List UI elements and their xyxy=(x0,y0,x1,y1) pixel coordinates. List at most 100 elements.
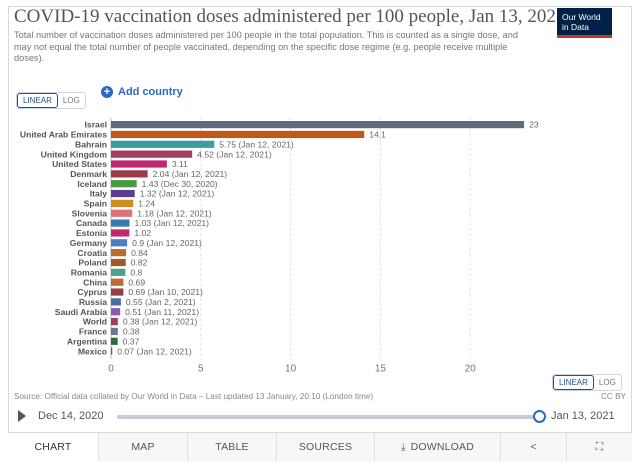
bar-layer: Israel 23 United Arab Emirates 14.1 Bahrain 5… xyxy=(20,120,539,357)
bar xyxy=(111,308,121,316)
tab-chart[interactable]: CHART xyxy=(8,433,99,461)
category-label: Denmark xyxy=(70,169,107,179)
tab-chart-label: CHART xyxy=(34,441,72,453)
download-icon: ⤓ xyxy=(400,441,406,453)
value-label: 4.52 (Jan 12, 2021) xyxy=(197,149,272,159)
bar xyxy=(111,130,365,139)
bar xyxy=(111,199,134,207)
timeline-track[interactable] xyxy=(117,415,541,419)
value-label: 1.24 xyxy=(138,199,155,209)
category-label: Russia xyxy=(79,297,107,307)
category-label: Slovenia xyxy=(72,208,108,218)
value-label: 1.03 (Jan 12, 2021) xyxy=(134,218,209,228)
value-label: 14.1 xyxy=(369,130,386,140)
category-label: Bahrain xyxy=(75,139,107,149)
category-label: Israel xyxy=(85,120,107,130)
value-label: 1.43 (Dec 30, 2020) xyxy=(142,179,218,189)
bar xyxy=(111,258,126,267)
bar xyxy=(111,239,128,247)
play-icon[interactable] xyxy=(18,410,26,422)
category-label: Argentina xyxy=(67,336,107,346)
bar xyxy=(111,189,135,198)
timeline-start-date: Dec 14, 2020 xyxy=(38,410,104,422)
category-label: Spain xyxy=(84,199,107,209)
category-label: Poland xyxy=(78,258,107,268)
bar xyxy=(111,288,124,296)
value-label: 5.75 (Jan 12, 2021) xyxy=(219,139,294,149)
tab-download[interactable]: ⤓ DOWNLOAD xyxy=(375,433,501,461)
bar xyxy=(111,268,126,276)
bar xyxy=(111,249,127,257)
value-label: 1.32 (Jan 12, 2021) xyxy=(140,189,215,199)
share-icon: < xyxy=(530,441,537,453)
bar xyxy=(111,219,130,227)
linear-scale-button[interactable]: LINEAR xyxy=(17,93,58,108)
bar xyxy=(111,229,130,237)
value-label: 0.37 xyxy=(123,336,140,346)
category-label: China xyxy=(83,277,107,287)
tab-sources[interactable]: SOURCES xyxy=(277,433,375,461)
category-label: Saudi Arabia xyxy=(55,307,107,317)
logo-line-1: Our World xyxy=(562,12,601,22)
scale-toggle-bottom[interactable]: LINEAR LOG xyxy=(552,374,622,391)
value-label: 0.69 (Jan 10, 2021) xyxy=(128,287,203,297)
value-label: 3.11 xyxy=(172,159,188,169)
chart-title: COVID-19 vaccination doses administered … xyxy=(14,6,566,27)
value-label: 0.38 (Jan 12, 2021) xyxy=(123,317,198,327)
category-label: Cyprus xyxy=(77,287,107,297)
owid-logo[interactable]: Our World in Data xyxy=(557,8,612,38)
source-note[interactable]: Source: Official data collated by Our Wo… xyxy=(14,392,374,401)
value-label: 1.02 xyxy=(134,228,151,238)
log-scale-button-bottom[interactable]: LOG xyxy=(598,378,616,387)
add-country-button[interactable]: + Add country xyxy=(101,86,183,98)
value-label: 2.04 (Jan 12, 2021) xyxy=(153,169,228,179)
scale-toggle-top[interactable]: LINEAR LOG xyxy=(16,92,86,109)
tab-share[interactable]: < xyxy=(501,433,567,461)
x-tick-label: 5 xyxy=(198,363,204,374)
category-label: Mexico xyxy=(78,346,107,356)
x-tick-label: 20 xyxy=(465,363,477,374)
category-label: Canada xyxy=(76,218,107,228)
log-scale-button[interactable]: LOG xyxy=(62,96,80,105)
category-label: Italy xyxy=(90,189,107,199)
category-label: France xyxy=(79,327,107,337)
x-tick-label: 0 xyxy=(108,363,114,374)
timeline-fill xyxy=(117,415,541,419)
value-label: 0.55 (Jan 2, 2021) xyxy=(126,297,196,307)
category-label: United States xyxy=(52,159,107,169)
logo-line-2: in Data xyxy=(562,22,589,32)
bar xyxy=(111,209,133,217)
linear-scale-button-bottom[interactable]: LINEAR xyxy=(553,375,594,390)
tick-layer: 0 5 10 15 20 xyxy=(108,363,476,374)
category-label: United Arab Emirates xyxy=(20,130,107,140)
tab-map-label: MAP xyxy=(131,441,155,453)
category-label: United Kingdom xyxy=(41,149,108,159)
bar xyxy=(111,337,118,345)
value-label: 0.8 xyxy=(130,267,142,277)
bar xyxy=(111,318,118,326)
add-icon: + xyxy=(101,86,113,98)
x-tick-label: 10 xyxy=(285,363,297,374)
tab-map[interactable]: MAP xyxy=(99,433,188,461)
timeline-handle[interactable] xyxy=(533,410,546,423)
value-label: 0.07 (Jan 12, 2021) xyxy=(117,346,192,356)
tab-sources-label: SOURCES xyxy=(298,441,353,453)
bar xyxy=(111,278,124,286)
bar xyxy=(111,327,118,336)
category-label: World xyxy=(83,317,107,327)
bar xyxy=(111,180,137,188)
bar xyxy=(111,298,121,306)
bar xyxy=(111,170,148,178)
category-label: Croatia xyxy=(77,248,107,258)
bar xyxy=(111,347,113,355)
value-label: 0.51 (Jan 11, 2021) xyxy=(125,307,199,317)
category-label: Romania xyxy=(71,267,108,277)
tab-table[interactable]: TABLE xyxy=(188,433,277,461)
value-label: 0.38 xyxy=(123,327,140,337)
value-label: 23 xyxy=(529,120,539,130)
license-link[interactable]: CC BY xyxy=(600,392,626,401)
value-label: 0.82 xyxy=(131,258,148,268)
bar xyxy=(111,160,167,168)
tab-fullscreen[interactable]: ⛶ xyxy=(567,433,632,461)
